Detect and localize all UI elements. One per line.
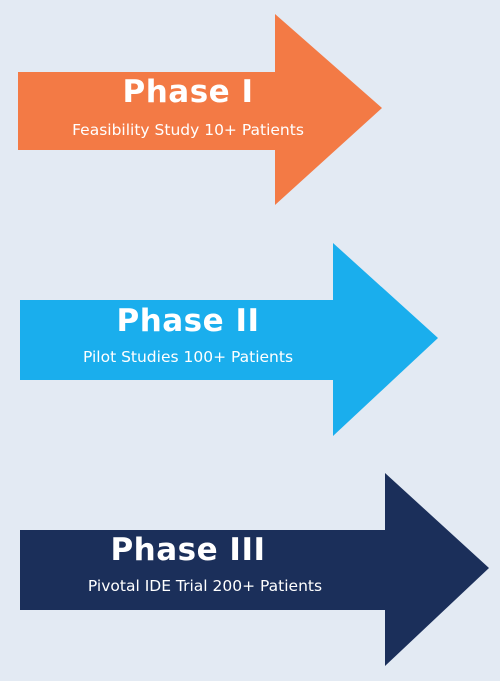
phase-3-title: Phase III xyxy=(110,532,266,568)
phase-2-arrow xyxy=(20,243,438,436)
phase-2-subtitle: Pilot Studies 100+ Patients xyxy=(82,348,294,366)
phase-2-title: Phase II xyxy=(116,303,260,339)
phase-1-arrow xyxy=(18,14,382,205)
phase-3-arrow xyxy=(20,473,489,666)
phase-3-subtitle: Pivotal IDE Trial 200+ Patients xyxy=(87,577,323,595)
phase-1-subtitle: Feasibility Study 10+ Patients xyxy=(72,121,304,139)
phase-1-title: Phase I xyxy=(122,74,254,110)
